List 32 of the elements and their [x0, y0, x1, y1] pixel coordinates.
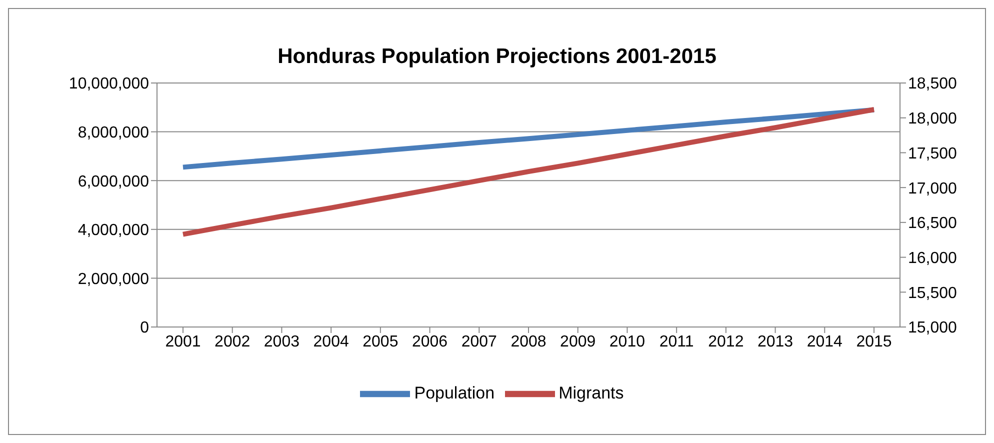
y2-tick-label: 18,500: [908, 76, 958, 93]
x-tick-label: 2005: [362, 333, 398, 350]
y-tick-label: 8,000,000: [78, 124, 150, 142]
y2-tick-label: 16,500: [908, 215, 958, 232]
y-tick-label: 0: [140, 320, 150, 337]
y2-tick-label: 15,500: [908, 284, 958, 302]
y2-tick-label: 17,500: [908, 145, 958, 162]
y2-tick-label: 17,000: [908, 180, 958, 198]
x-tick-label: 2012: [708, 333, 744, 350]
x-tick-label: 2008: [510, 333, 546, 350]
x-tick-label: 2010: [609, 333, 646, 350]
x-tick-label: 2001: [165, 333, 201, 350]
y2-tick-label: 18,000: [908, 110, 958, 128]
x-tick-label: 2004: [313, 333, 349, 350]
y-tick-label: 6,000,000: [78, 173, 150, 190]
x-tick-label: 2007: [461, 333, 498, 350]
x-tick-label: 2002: [214, 333, 250, 350]
y-tick-label: 4,000,000: [78, 222, 150, 240]
x-tick-label: 2011: [659, 333, 694, 350]
x-tick-label: 2013: [757, 333, 794, 350]
x-tick-label: 2014: [806, 333, 843, 350]
legend-label: Migrants: [558, 383, 624, 402]
legend-label: Population: [414, 383, 495, 402]
x-tick-label: 2006: [412, 333, 448, 350]
y2-tick-label: 15,000: [908, 320, 958, 337]
chart-title: Honduras Population Projections 2001-2015: [276, 45, 718, 69]
x-tick-label: 2009: [560, 333, 596, 350]
x-tick-label: 2003: [264, 333, 300, 350]
y-tick-label: 2,000,000: [78, 270, 150, 288]
x-tick-label: 2015: [856, 333, 892, 350]
y2-tick-label: 16,000: [908, 250, 958, 267]
y-tick-label: 10,000,000: [68, 76, 150, 93]
